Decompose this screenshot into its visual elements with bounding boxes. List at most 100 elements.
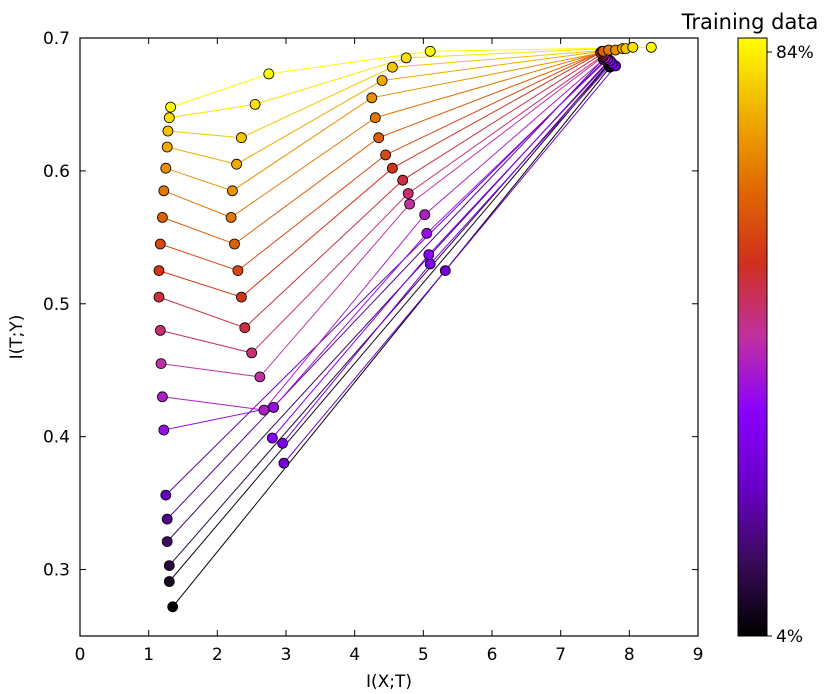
- data-point: [153, 291, 165, 303]
- series-line: [162, 50, 604, 245]
- x-tick-label: 5: [418, 645, 429, 665]
- data-point: [386, 162, 398, 174]
- series-line: [163, 58, 608, 431]
- series-line: [160, 56, 604, 378]
- data-point: [153, 265, 165, 277]
- colorbar-min-label: 4%: [776, 627, 803, 647]
- series-line: [167, 48, 626, 139]
- data-point: [380, 149, 392, 161]
- series-line: [282, 62, 613, 444]
- series-points: [153, 41, 657, 613]
- data-point: [268, 401, 280, 413]
- data-point: [249, 99, 261, 110]
- plot-frame: [79, 37, 699, 637]
- data-point: [278, 457, 290, 469]
- data-point: [155, 358, 167, 370]
- data-point: [627, 41, 639, 53]
- data-point: [156, 211, 168, 223]
- data-point: [154, 324, 166, 336]
- x-tick-label: 2: [212, 645, 223, 665]
- x-tick-label: 3: [281, 645, 292, 665]
- y-tick-label: 0.5: [43, 295, 70, 315]
- colorbar-max-label: 84%: [776, 43, 814, 63]
- data-point: [645, 41, 657, 53]
- data-point: [226, 185, 238, 197]
- y-tick-label: 0.7: [43, 29, 70, 49]
- data-point: [400, 52, 412, 64]
- data-point: [423, 249, 435, 261]
- colorbar: [737, 37, 768, 637]
- data-point: [231, 158, 243, 170]
- data-point: [160, 162, 172, 174]
- series-line: [165, 49, 616, 192]
- data-point: [424, 258, 436, 270]
- series-line: [160, 50, 603, 272]
- data-point: [386, 61, 398, 73]
- data-point: [160, 489, 172, 501]
- series-line: [170, 46, 652, 108]
- data-point: [419, 209, 431, 221]
- data-point: [397, 174, 409, 186]
- data-point: [246, 347, 258, 359]
- series-lines: [158, 46, 652, 608]
- y-tick-label: 0.6: [43, 162, 70, 182]
- data-point: [235, 291, 247, 303]
- x-tick-label: 9: [693, 645, 704, 665]
- series-line: [163, 49, 609, 218]
- data-point: [402, 188, 414, 199]
- data-point: [165, 101, 177, 113]
- data-point: [161, 141, 173, 153]
- series-line: [158, 53, 603, 329]
- data-point: [163, 112, 175, 124]
- data-point: [439, 265, 451, 277]
- data-point: [366, 92, 378, 104]
- data-point: [266, 432, 278, 444]
- x-axis-label: I(X;T): [366, 672, 412, 692]
- y-tick-label: 0.3: [43, 561, 70, 581]
- data-point: [424, 45, 436, 57]
- data-point: [229, 238, 240, 250]
- x-tick-label: 6: [487, 645, 498, 665]
- x-axis-ticks: 0 1 2 3 4 5 6 7 8 9: [75, 38, 704, 665]
- data-point: [373, 132, 385, 144]
- series-line: [167, 48, 623, 165]
- y-axis-ticks: 0.3 0.4 0.5 0.6 0.7: [43, 29, 698, 581]
- x-tick-label: 1: [143, 645, 154, 665]
- data-point: [277, 437, 289, 449]
- data-point: [154, 238, 166, 250]
- series-line: [158, 52, 601, 298]
- data-point: [163, 560, 175, 571]
- x-tick-label: 0: [75, 645, 86, 665]
- data-point: [162, 125, 174, 137]
- series-line: [162, 57, 606, 411]
- data-point: [404, 198, 416, 210]
- series-line: [168, 64, 610, 582]
- data-point: [263, 68, 275, 80]
- series-line: [169, 46, 633, 119]
- series-line: [160, 54, 604, 354]
- y-tick-label: 0.4: [43, 428, 70, 448]
- data-point: [254, 371, 266, 383]
- data-point: [161, 513, 173, 525]
- data-point: [239, 322, 251, 334]
- data-point: [369, 112, 381, 124]
- data-point: [163, 576, 175, 587]
- data-point: [161, 536, 173, 547]
- series-line: [283, 65, 616, 464]
- x-tick-label: 4: [349, 645, 360, 665]
- data-point: [167, 601, 179, 613]
- data-point: [156, 391, 168, 403]
- data-point: [158, 185, 170, 197]
- data-point: [232, 265, 244, 277]
- data-point: [158, 424, 170, 436]
- series-line: [271, 60, 611, 439]
- x-tick-label: 7: [555, 645, 566, 665]
- y-axis-label: I(T;Y): [7, 315, 27, 360]
- data-point: [225, 211, 237, 223]
- series-line: [172, 66, 611, 608]
- data-point: [258, 404, 270, 416]
- data-point: [421, 227, 433, 239]
- series-line: [166, 58, 604, 520]
- data-point: [376, 75, 388, 86]
